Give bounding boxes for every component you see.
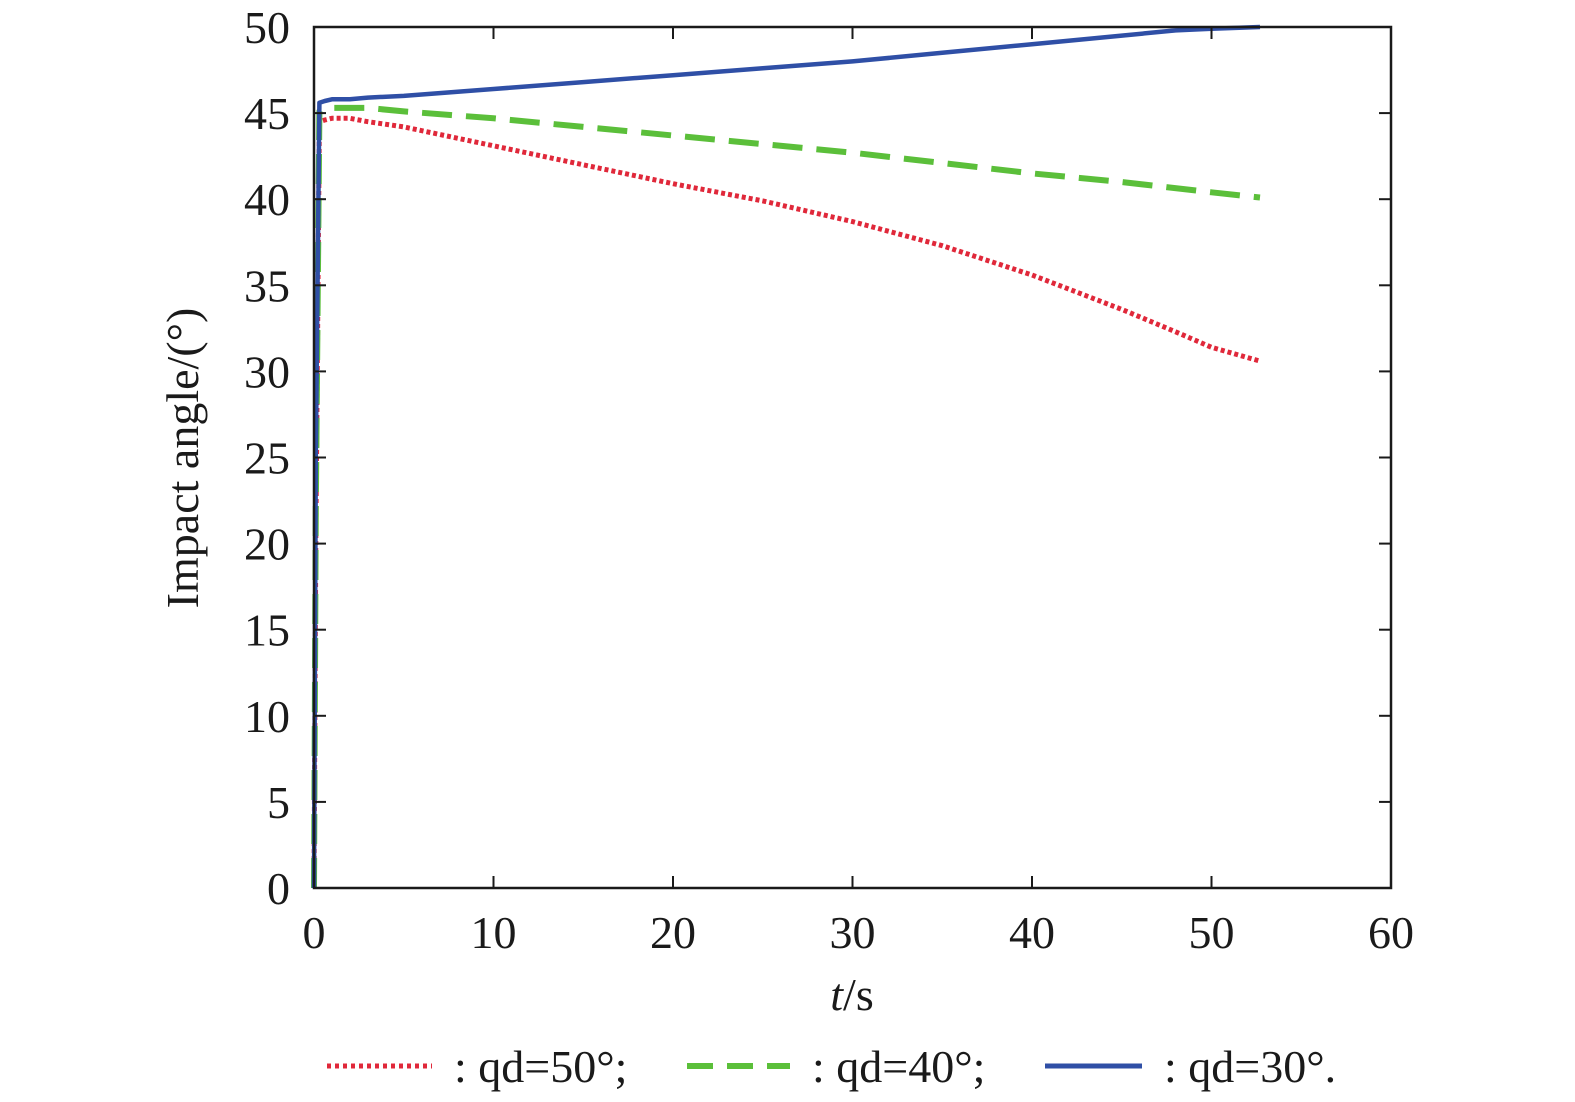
series-line-dashed xyxy=(311,104,1261,889)
x-tick-label: 50 xyxy=(1189,907,1235,958)
y-tick-label: 30 xyxy=(244,346,290,397)
y-tick-label: 10 xyxy=(244,691,290,742)
y-tick-label: 40 xyxy=(244,174,290,225)
legend-label-qd40: : qd=40°; xyxy=(812,1041,985,1092)
legend-label-qd30: : qd=30°. xyxy=(1164,1041,1336,1092)
y-tick-label: 25 xyxy=(244,433,290,484)
x-tick-label: 30 xyxy=(830,907,876,958)
y-tick-label: 45 xyxy=(244,88,290,139)
x-tick-label: 40 xyxy=(1009,907,1055,958)
plot-frame xyxy=(312,25,1393,890)
plot-lines xyxy=(311,24,1261,889)
x-tick-label: 10 xyxy=(471,907,517,958)
axis-ticks xyxy=(313,26,1392,889)
x-axis-label-variable: t xyxy=(830,969,844,1020)
y-tick-label: 0 xyxy=(267,863,290,914)
series-line-solid xyxy=(311,24,1261,889)
series-line-dotted xyxy=(311,115,1261,889)
x-axis-label: t/s xyxy=(830,969,873,1020)
y-tick-label: 20 xyxy=(244,519,290,570)
tick-labels: 0 10 20 30 40 50 60 0 5 10 15 20 25 30 35 40 45 50 xyxy=(244,2,1414,958)
y-tick-label: 35 xyxy=(244,260,290,311)
x-tick-label: 60 xyxy=(1368,907,1414,958)
x-axis-label-unit: /s xyxy=(843,969,874,1020)
y-tick-label: 15 xyxy=(244,605,290,656)
y-tick-label: 5 xyxy=(267,777,290,828)
y-axis-label: Impact angle/(°) xyxy=(157,308,208,609)
legend-label-qd50: : qd=50°; xyxy=(454,1041,627,1092)
x-tick-label: 20 xyxy=(650,907,696,958)
x-tick-label: 0 xyxy=(303,907,326,958)
y-tick-label: 50 xyxy=(244,2,290,53)
legend: : qd=50°; : qd=40°; : qd=30°. xyxy=(327,1041,1336,1092)
